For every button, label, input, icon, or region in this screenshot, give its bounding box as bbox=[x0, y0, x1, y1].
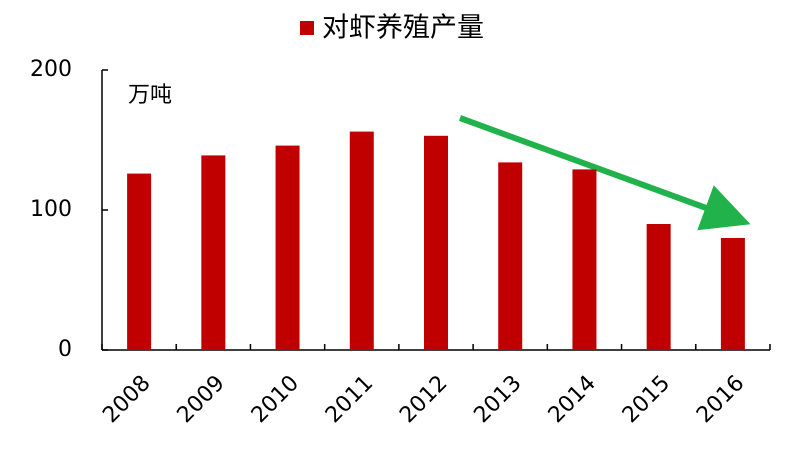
bar bbox=[572, 169, 597, 350]
bar bbox=[127, 173, 152, 350]
bar bbox=[424, 135, 448, 350]
y-tick-label: 100 bbox=[30, 197, 72, 222]
y-unit: 万吨 bbox=[128, 83, 172, 108]
y-tick-label: 0 bbox=[58, 337, 72, 362]
legend-label: 对虾养殖产量 bbox=[322, 13, 484, 44]
bar bbox=[349, 131, 374, 350]
x-tick-label: 2008 bbox=[98, 371, 155, 428]
bar bbox=[275, 145, 300, 350]
x-tick-label: 2009 bbox=[173, 371, 230, 428]
bar bbox=[498, 162, 523, 350]
bar bbox=[646, 224, 671, 350]
x-tick-label: 2014 bbox=[544, 371, 601, 428]
x-tick-label: 2012 bbox=[395, 371, 452, 428]
x-tick-label: 2010 bbox=[247, 371, 304, 428]
x-tick-label: 2013 bbox=[469, 371, 526, 428]
trend-arrow bbox=[458, 115, 751, 231]
x-tick-label: 2011 bbox=[321, 371, 378, 428]
x-tick-label: 2016 bbox=[692, 371, 749, 428]
y-tick-label: 200 bbox=[30, 57, 72, 82]
bar bbox=[720, 238, 745, 350]
legend-swatch bbox=[300, 21, 314, 35]
x-tick-label: 2015 bbox=[618, 371, 675, 428]
bar bbox=[201, 155, 226, 350]
